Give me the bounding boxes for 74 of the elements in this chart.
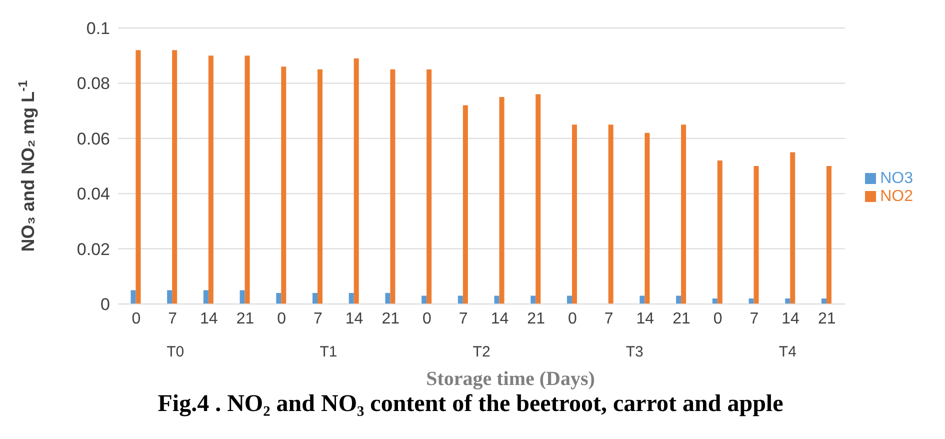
bar	[754, 166, 759, 304]
bar	[676, 296, 682, 304]
bar	[494, 296, 500, 304]
x-tick-label: 7	[458, 310, 468, 328]
x-tick-label: 7	[604, 310, 614, 328]
x-tick-label: 7	[314, 310, 322, 328]
x-tick-label: 0	[568, 310, 577, 328]
y-tick-label: 0.02	[76, 240, 110, 259]
x-tick-label: 21	[236, 310, 254, 328]
bar	[354, 58, 359, 304]
bar	[167, 290, 172, 304]
bar	[826, 166, 832, 304]
bar	[203, 290, 208, 304]
x-tick-label: 14	[345, 310, 364, 328]
bar	[530, 296, 536, 304]
y-tick-label: 0	[100, 295, 110, 314]
bar	[608, 124, 614, 304]
y-tick-label: 0.04	[76, 184, 110, 204]
x-tick-label: 0	[277, 310, 286, 328]
bar	[426, 69, 432, 304]
x-tick-label: 14	[200, 310, 218, 328]
bar	[208, 56, 214, 304]
bar	[318, 69, 322, 304]
legend-label: NO2	[880, 188, 913, 205]
x-axis-title: Storage time (Days)	[425, 368, 596, 391]
y-tick-label: 0.08	[76, 74, 110, 94]
bar	[644, 132, 650, 304]
bar	[390, 69, 396, 304]
bar	[385, 292, 390, 304]
x-tick-label: 7	[168, 310, 178, 328]
bar	[821, 298, 826, 304]
bar	[130, 290, 136, 304]
bar	[790, 152, 796, 304]
text: T4	[778, 344, 796, 361]
y-tick-label: 0.06	[76, 129, 110, 148]
bar	[458, 296, 463, 304]
y-tick-label: 0.1	[86, 19, 110, 38]
text: T2	[472, 344, 490, 361]
bar	[312, 292, 318, 304]
legend-label: NO3	[880, 170, 913, 187]
bar	[640, 296, 645, 304]
bar	[281, 66, 286, 304]
text: T3	[626, 344, 644, 361]
text: T1	[320, 344, 338, 361]
bar	[172, 50, 178, 304]
bar	[348, 292, 354, 304]
bar	[136, 50, 141, 304]
bar	[536, 94, 541, 304]
bar	[240, 290, 245, 304]
x-tick-label: 14	[490, 310, 509, 328]
text: T0	[166, 344, 184, 361]
bar	[785, 298, 790, 304]
text: Fig.4 . NO₂ and NO₃ content of the beetroot, carrot and apple	[156, 391, 784, 418]
x-tick-label: 14	[636, 310, 654, 328]
bar	[681, 124, 686, 304]
bar	[748, 298, 754, 304]
x-tick-label: 21	[818, 310, 836, 328]
x-tick-label: 0	[713, 310, 722, 328]
x-tick-label: 14	[782, 310, 800, 328]
bar	[244, 56, 250, 304]
bar	[572, 124, 577, 304]
x-tick-label: 0	[422, 310, 432, 328]
bar	[462, 105, 468, 304]
x-tick-label: 21	[672, 310, 690, 328]
bar	[717, 160, 722, 304]
bar	[499, 97, 504, 304]
bar	[566, 296, 572, 304]
x-tick-label: 21	[527, 310, 546, 328]
x-tick-label: 7	[750, 310, 759, 328]
bar	[276, 292, 282, 304]
x-tick-label: 0	[132, 310, 141, 328]
bar	[712, 298, 718, 304]
bar	[422, 296, 427, 304]
x-tick-label: 21	[382, 310, 400, 328]
